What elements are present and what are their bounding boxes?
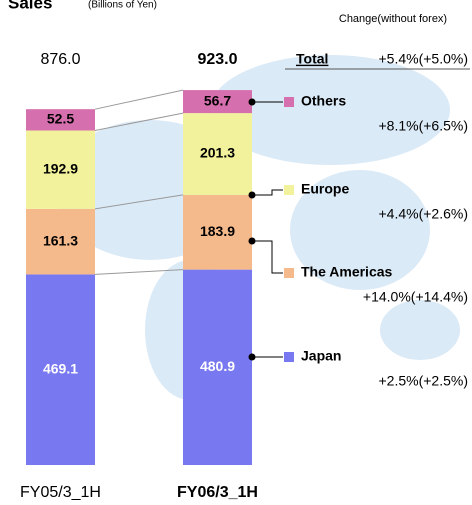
legend-swatch <box>284 97 294 107</box>
legend-change: +2.5%(+2.5%) <box>379 373 469 389</box>
data-label: 183.9 <box>200 223 235 239</box>
legend-leader <box>252 189 283 196</box>
bar-segment <box>26 274 95 465</box>
bar-segment <box>183 90 252 114</box>
legend-swatch <box>284 352 294 362</box>
legend-swatch <box>284 185 294 195</box>
bar-segment <box>183 269 252 465</box>
bar-segment <box>26 130 95 209</box>
legend-swatch <box>284 268 294 278</box>
x-tick-label: FY06/3_1H <box>177 484 258 501</box>
data-label: 201.3 <box>200 145 235 161</box>
legend-label: Japan <box>301 348 341 364</box>
data-label: 480.9 <box>200 358 235 374</box>
legend-label: Others <box>301 93 346 109</box>
connector <box>94 112 184 131</box>
connector <box>94 89 184 110</box>
legend-change: +8.1%(+6.5%) <box>379 118 469 134</box>
total-label: Total <box>296 51 328 67</box>
total-change: +5.4%(+5.0%) <box>379 51 469 67</box>
data-label: 52.5 <box>47 111 74 127</box>
total-value: 923.0 <box>197 51 237 68</box>
data-label: 161.3 <box>43 232 78 248</box>
legend-change: +14.0%(+14.4%) <box>363 289 468 305</box>
legend-dot <box>248 191 256 199</box>
data-label: 192.9 <box>43 160 78 176</box>
change-heading: Change(without forex) <box>339 13 447 25</box>
legend-change: +4.4%(+2.6%) <box>379 206 469 222</box>
total-value: 876.0 <box>40 51 80 68</box>
data-label: 56.7 <box>204 92 231 108</box>
legend-label: Europe <box>301 181 349 197</box>
bar-segment <box>26 109 95 131</box>
connector <box>94 269 184 275</box>
connector <box>94 194 184 210</box>
bar-segment <box>183 113 252 195</box>
chart-title: Sales <box>8 0 52 12</box>
legend-label: The Americas <box>301 264 393 280</box>
bar-segment <box>183 194 252 270</box>
legend-dot <box>248 98 256 106</box>
world-map-background <box>55 55 460 400</box>
legend-dot <box>248 237 256 245</box>
bar-segment <box>26 208 95 275</box>
data-label: 469.1 <box>43 360 78 376</box>
legend-dot <box>248 353 256 361</box>
legend-leader <box>252 240 283 274</box>
x-tick-label: FY05/3_1H <box>20 484 101 501</box>
chart-subtitle: (Billions of Yen) <box>88 0 157 11</box>
